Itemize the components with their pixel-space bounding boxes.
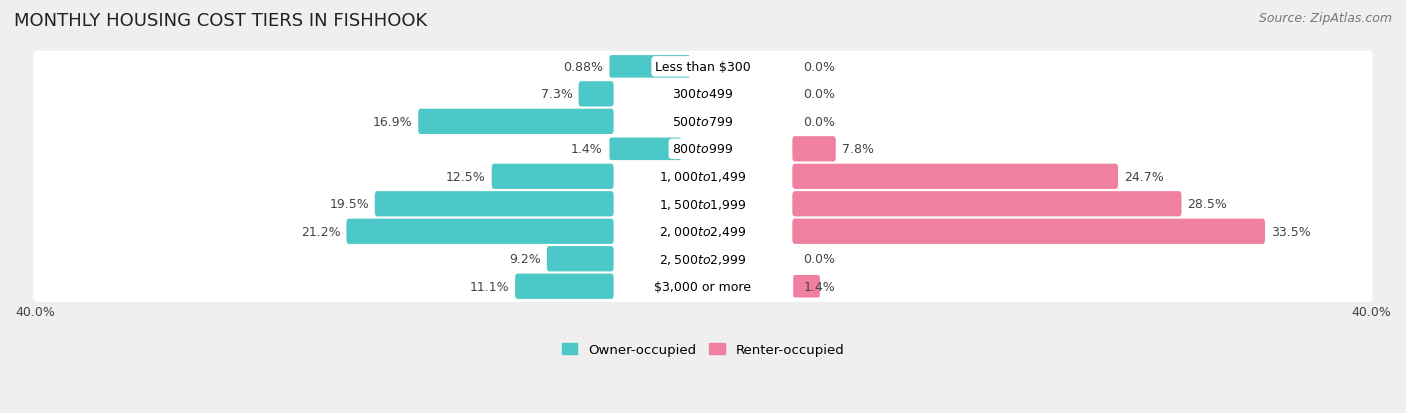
Text: 7.8%: 7.8% xyxy=(842,143,873,156)
Text: $1,000 to $1,499: $1,000 to $1,499 xyxy=(659,170,747,184)
FancyBboxPatch shape xyxy=(418,109,613,135)
FancyBboxPatch shape xyxy=(34,107,1372,138)
Text: Less than $300: Less than $300 xyxy=(655,61,751,74)
Text: 19.5%: 19.5% xyxy=(329,198,368,211)
FancyBboxPatch shape xyxy=(793,137,835,162)
FancyBboxPatch shape xyxy=(34,244,1372,275)
Text: 0.0%: 0.0% xyxy=(803,253,835,266)
FancyBboxPatch shape xyxy=(34,79,1372,110)
Text: 28.5%: 28.5% xyxy=(1187,198,1227,211)
Text: Source: ZipAtlas.com: Source: ZipAtlas.com xyxy=(1258,12,1392,25)
FancyBboxPatch shape xyxy=(34,189,1372,220)
FancyBboxPatch shape xyxy=(793,219,1265,244)
Text: $300 to $499: $300 to $499 xyxy=(672,88,734,101)
FancyBboxPatch shape xyxy=(34,271,1372,302)
Text: 0.0%: 0.0% xyxy=(803,88,835,101)
Text: 24.7%: 24.7% xyxy=(1123,171,1164,183)
Text: 9.2%: 9.2% xyxy=(509,253,541,266)
Text: 12.5%: 12.5% xyxy=(446,171,486,183)
Text: $2,500 to $2,999: $2,500 to $2,999 xyxy=(659,252,747,266)
FancyBboxPatch shape xyxy=(515,274,613,299)
Text: $3,000 or more: $3,000 or more xyxy=(655,280,751,293)
Text: 16.9%: 16.9% xyxy=(373,116,412,128)
FancyBboxPatch shape xyxy=(34,52,1372,83)
FancyBboxPatch shape xyxy=(492,164,613,190)
Text: 33.5%: 33.5% xyxy=(1271,225,1310,238)
Text: 0.88%: 0.88% xyxy=(562,61,603,74)
FancyBboxPatch shape xyxy=(34,161,1372,192)
Text: 40.0%: 40.0% xyxy=(15,306,55,319)
Text: 21.2%: 21.2% xyxy=(301,225,340,238)
FancyBboxPatch shape xyxy=(34,134,1372,165)
Text: 0.0%: 0.0% xyxy=(803,116,835,128)
Text: $2,000 to $2,499: $2,000 to $2,499 xyxy=(659,225,747,239)
Text: $800 to $999: $800 to $999 xyxy=(672,143,734,156)
FancyBboxPatch shape xyxy=(34,216,1372,247)
Text: $1,500 to $1,999: $1,500 to $1,999 xyxy=(659,197,747,211)
Text: 40.0%: 40.0% xyxy=(1351,306,1391,319)
Text: 7.3%: 7.3% xyxy=(541,88,572,101)
Text: 0.0%: 0.0% xyxy=(803,61,835,74)
Text: $500 to $799: $500 to $799 xyxy=(672,116,734,128)
Text: 1.4%: 1.4% xyxy=(803,280,835,293)
FancyBboxPatch shape xyxy=(793,164,1118,190)
FancyBboxPatch shape xyxy=(375,192,613,217)
FancyBboxPatch shape xyxy=(346,219,613,244)
Text: 11.1%: 11.1% xyxy=(470,280,509,293)
Legend: Owner-occupied, Renter-occupied: Owner-occupied, Renter-occupied xyxy=(561,343,845,356)
Text: 1.4%: 1.4% xyxy=(571,143,603,156)
FancyBboxPatch shape xyxy=(609,138,682,161)
Text: MONTHLY HOUSING COST TIERS IN FISHHOOK: MONTHLY HOUSING COST TIERS IN FISHHOOK xyxy=(14,12,427,30)
FancyBboxPatch shape xyxy=(579,82,613,107)
FancyBboxPatch shape xyxy=(793,192,1181,217)
FancyBboxPatch shape xyxy=(793,275,820,298)
FancyBboxPatch shape xyxy=(547,247,613,272)
FancyBboxPatch shape xyxy=(609,56,690,78)
